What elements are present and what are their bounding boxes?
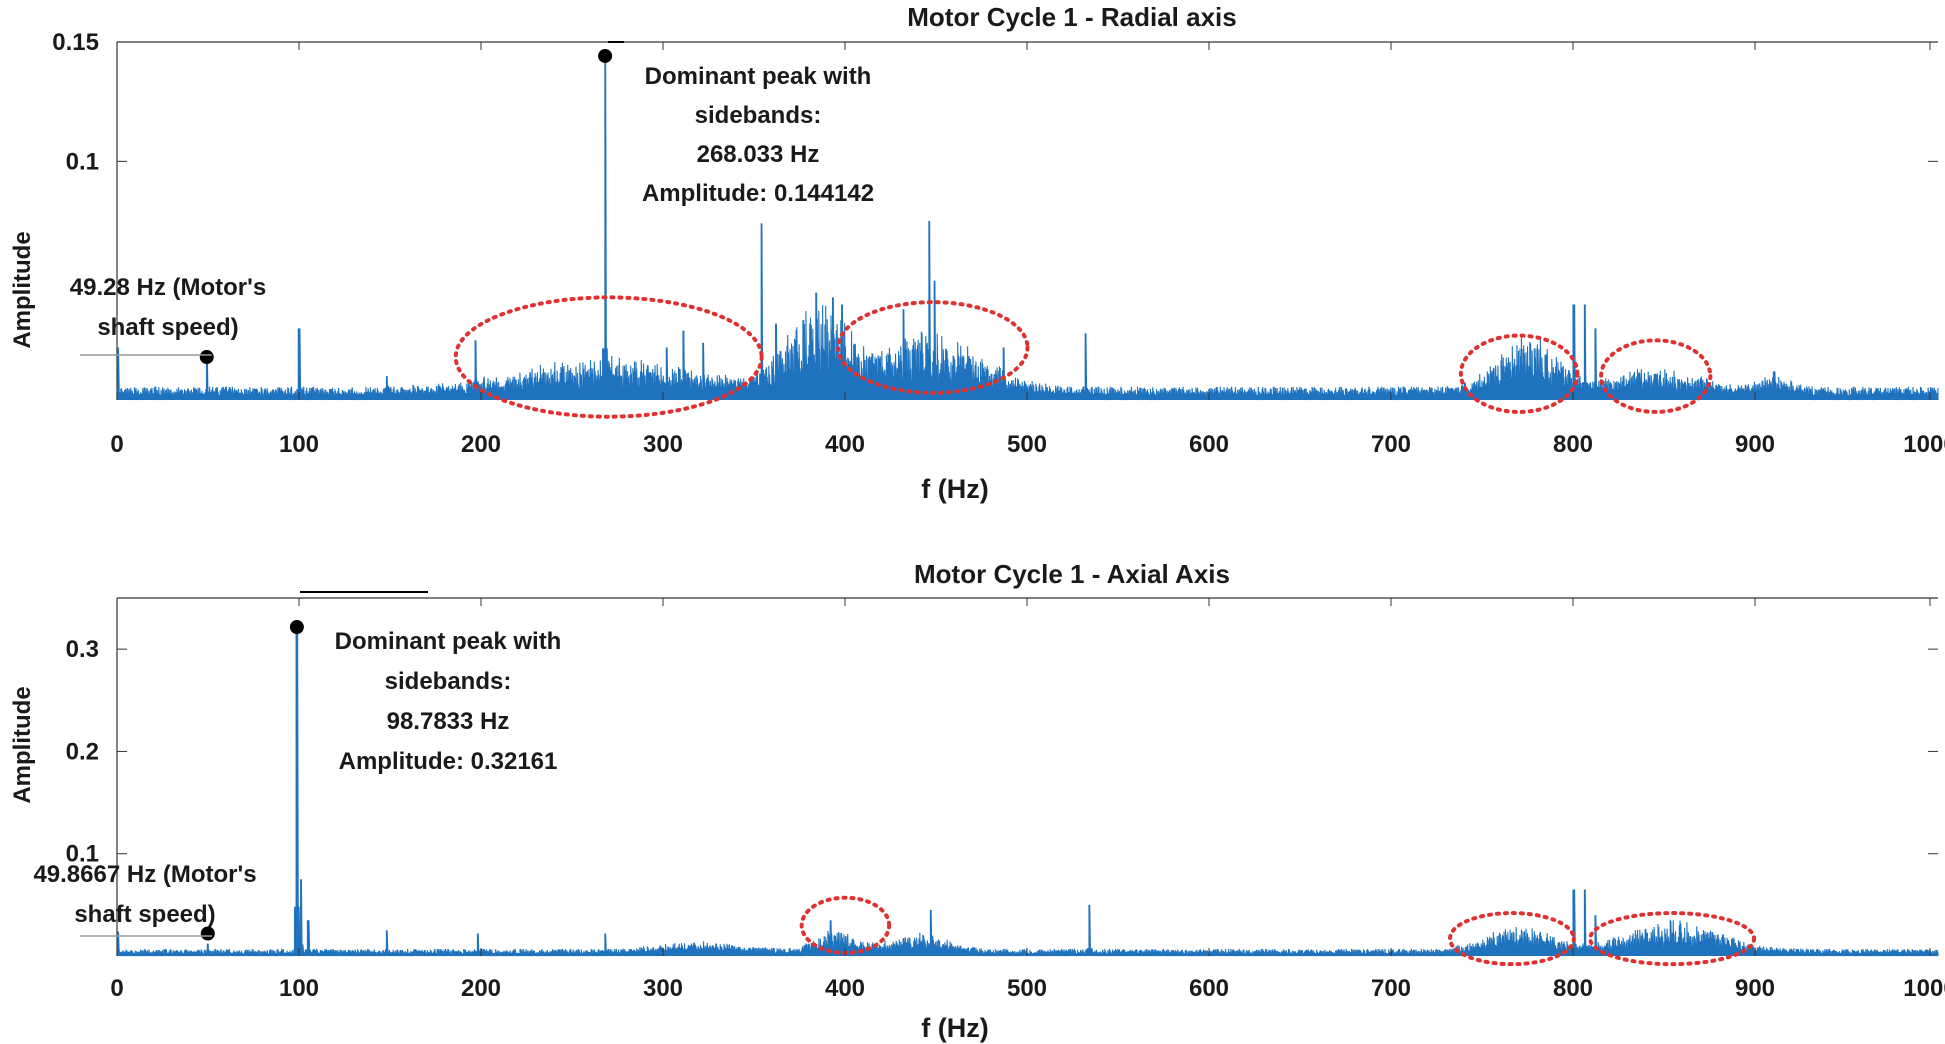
x-tick-label: 400 [825,431,865,458]
peak-annotation-line: Dominant peak with [335,628,562,655]
y-tick-label: 0.15 [52,29,99,56]
x-tick-label: 500 [1007,975,1047,1002]
x-tick-label: 600 [1189,975,1229,1002]
chart-title: Motor Cycle 1 - Radial axis [907,2,1236,32]
data-tip-marker-1 [289,620,304,635]
peak-annotation-line: Dominant peak with [645,63,872,90]
x-tick-label: 900 [1735,975,1775,1002]
x-tick-label: 300 [643,431,683,458]
x-tick-label: 900 [1735,431,1775,458]
x-tick-label: 800 [1553,431,1593,458]
x-tick-label: 0 [110,975,123,1002]
peak-annotation-line: Amplitude: 0.32161 [339,748,558,775]
x-tick-label: 200 [461,431,501,458]
y-axis-label: Amplitude [9,231,36,348]
y-tick-label: 0.1 [66,841,99,868]
x-tick-label: 600 [1189,431,1229,458]
x-axis-label: f (Hz) [921,1013,988,1043]
shaft-annotation-line: 49.28 Hz (Motor's [70,274,266,301]
y-tick-label: 0.3 [66,636,99,663]
y-tick-label: 0.1 [66,148,99,175]
x-axis-label: f (Hz) [921,474,988,504]
highlight-ellipse-1 [1447,911,1576,967]
peak-annotation-line: 268.033 Hz [697,141,820,168]
peak-annotation-line: Amplitude: 0.144142 [642,180,874,207]
x-tick-label: 100 [279,431,319,458]
x-tick-label: 400 [825,975,865,1002]
data-tip-marker-0 [200,926,215,941]
x-tick-label: 800 [1553,975,1593,1002]
x-tick-label: 0 [110,431,123,458]
x-tick-label: 200 [461,975,501,1002]
chart-title: Motor Cycle 1 - Axial Axis [914,559,1230,589]
x-tick-label: 100 [279,975,319,1002]
data-tip-marker-1 [598,48,613,63]
highlight-ellipse-2 [1588,911,1757,967]
highlight-ellipse-3 [1599,338,1713,414]
x-tick-label: 300 [643,975,683,1002]
peak-annotation-line: sidebands: [385,668,512,695]
radial-spectrum-panel: Motor Cycle 1 - Radial axis 0 100 200 300 400… [9,2,1945,504]
shaft-annotation-line: shaft speed) [97,314,238,341]
highlight-ellipse-1 [836,300,1030,395]
highlight-ellipse-0 [453,295,764,419]
highlight-ellipse-2 [1458,333,1580,414]
peak-annotation-line: 98.7833 Hz [387,708,510,735]
shaft-annotation-line: 49.8667 Hz (Motor's [33,861,256,888]
x-tick-label: 700 [1371,975,1411,1002]
axial-spectrum-panel: Motor Cycle 1 - Axial Axis 0 100 200 300 400 5… [9,559,1945,1043]
peak-annotation-line: sidebands: [695,102,822,129]
x-tick-label: 700 [1371,431,1411,458]
y-tick-label: 0.2 [66,738,99,765]
y-axis-label: Amplitude [9,686,36,803]
data-tip-marker-0 [199,350,214,365]
x-tick-label: 500 [1007,431,1047,458]
shaft-annotation-line: shaft speed) [74,901,215,928]
